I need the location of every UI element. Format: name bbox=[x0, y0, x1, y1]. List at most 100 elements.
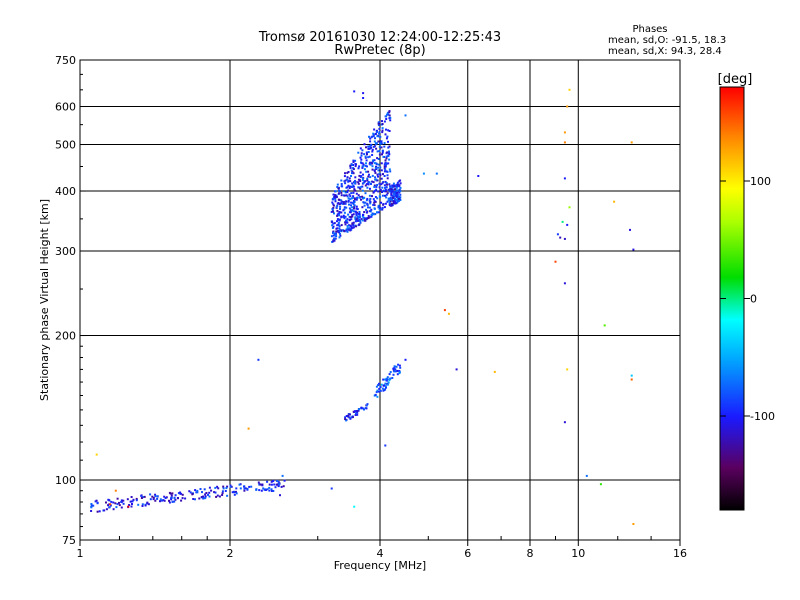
echo-point bbox=[365, 146, 367, 149]
echo-point bbox=[226, 494, 229, 497]
echo-point bbox=[398, 191, 401, 194]
echo-point bbox=[385, 379, 388, 382]
echo-point bbox=[361, 185, 364, 188]
echo-point bbox=[477, 175, 480, 177]
echo-point bbox=[388, 130, 391, 132]
echo-point bbox=[343, 180, 346, 183]
x-tick-label: 6 bbox=[464, 547, 471, 560]
echo-point bbox=[393, 185, 396, 188]
echo-point bbox=[334, 194, 337, 197]
echo-point bbox=[332, 204, 335, 207]
echo-point bbox=[378, 382, 380, 385]
echo-point bbox=[122, 502, 125, 505]
echo-point bbox=[369, 161, 371, 164]
echo-point bbox=[356, 413, 359, 416]
echo-point bbox=[375, 165, 377, 168]
echo-point bbox=[352, 213, 355, 216]
echo-point bbox=[371, 159, 374, 162]
echo-point bbox=[372, 160, 374, 163]
echo-point bbox=[281, 474, 284, 477]
echo-point bbox=[347, 180, 350, 183]
echo-point bbox=[248, 485, 251, 488]
echo-point bbox=[154, 493, 157, 496]
echo-point bbox=[394, 202, 397, 205]
echo-point bbox=[399, 366, 402, 369]
echo-point bbox=[371, 213, 374, 216]
echo-point bbox=[373, 190, 376, 193]
echo-point bbox=[332, 230, 335, 233]
echo-point bbox=[357, 167, 360, 170]
chart-title: Tromsø 20161030 12:24:00-12:25:43 bbox=[258, 30, 501, 45]
echo-point bbox=[381, 153, 383, 156]
echo-point bbox=[196, 489, 199, 492]
echo-point bbox=[342, 229, 344, 232]
echo-point bbox=[351, 215, 354, 218]
echo-point bbox=[261, 483, 264, 486]
echo-point bbox=[389, 185, 392, 188]
echo-point bbox=[392, 373, 395, 376]
echo-point bbox=[105, 508, 108, 511]
echo-point bbox=[380, 208, 383, 211]
echo-point bbox=[382, 155, 385, 158]
echo-point bbox=[365, 199, 368, 202]
echo-point bbox=[370, 183, 372, 185]
echo-point bbox=[374, 132, 377, 135]
echo-point bbox=[396, 373, 399, 376]
echo-point bbox=[377, 211, 380, 214]
echo-point bbox=[352, 167, 355, 169]
echo-point bbox=[170, 494, 173, 497]
echo-point bbox=[359, 180, 362, 182]
echo-point bbox=[383, 120, 386, 123]
echo-point bbox=[149, 493, 152, 496]
echo-point bbox=[337, 221, 340, 224]
echo-point bbox=[374, 137, 376, 140]
echo-point bbox=[365, 151, 368, 154]
echo-point bbox=[344, 182, 347, 185]
echo-point bbox=[382, 203, 385, 206]
echo-point bbox=[355, 225, 358, 228]
echo-point bbox=[398, 364, 401, 367]
echo-point bbox=[354, 165, 357, 168]
echo-point bbox=[344, 191, 347, 194]
echo-point bbox=[391, 186, 394, 189]
echo-point bbox=[372, 135, 375, 138]
y-tick-label: 750 bbox=[55, 54, 76, 67]
echo-point bbox=[387, 140, 389, 143]
echo-point bbox=[386, 183, 389, 186]
echo-point bbox=[221, 490, 224, 493]
echo-point bbox=[394, 368, 397, 371]
echo-point bbox=[331, 201, 334, 204]
echo-point bbox=[391, 194, 394, 197]
echo-point bbox=[96, 510, 99, 513]
echo-point bbox=[369, 197, 372, 200]
echo-point bbox=[387, 199, 390, 202]
echo-point bbox=[380, 201, 383, 204]
echo-point bbox=[379, 189, 382, 191]
echo-point bbox=[385, 182, 388, 184]
echo-point bbox=[118, 504, 121, 507]
echo-point bbox=[204, 493, 207, 496]
echo-point bbox=[358, 408, 360, 411]
echo-point bbox=[630, 374, 633, 377]
echo-point bbox=[335, 194, 338, 197]
echo-point bbox=[90, 503, 93, 505]
echo-point bbox=[337, 212, 340, 215]
echo-point bbox=[226, 485, 229, 488]
echo-point bbox=[171, 500, 174, 503]
echo-point bbox=[216, 485, 219, 488]
echo-point bbox=[354, 179, 356, 182]
echo-point bbox=[378, 145, 381, 148]
echo-point bbox=[563, 177, 566, 180]
echo-point bbox=[366, 177, 369, 180]
echo-point bbox=[404, 358, 407, 361]
echo-point bbox=[116, 503, 119, 506]
echo-point bbox=[330, 487, 333, 490]
echo-point bbox=[361, 219, 364, 222]
echo-point bbox=[613, 200, 616, 203]
echo-point bbox=[398, 371, 401, 374]
echo-point bbox=[336, 204, 339, 207]
echo-point bbox=[340, 179, 343, 182]
echo-point bbox=[239, 483, 242, 486]
echo-point bbox=[388, 145, 391, 148]
